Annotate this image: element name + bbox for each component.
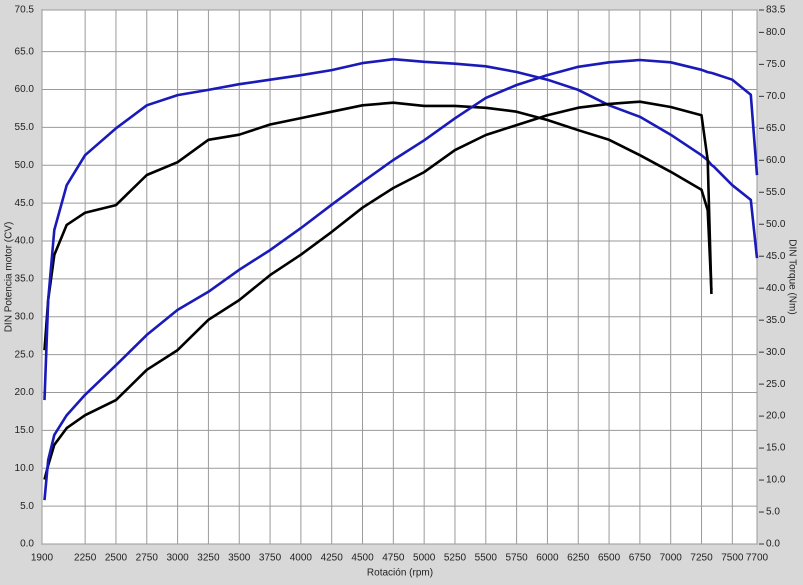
x-tick-label: 3000 — [166, 553, 189, 564]
x-tick-label: 5750 — [505, 553, 528, 564]
y-tick-label: 70.5 — [15, 5, 35, 16]
y2-tick-label: 30.0 — [766, 347, 786, 358]
y-tick-label: 20.0 — [15, 387, 35, 398]
y2-axis-label: DIN Torque (Nm) — [786, 239, 797, 314]
y-tick-label: 10.0 — [15, 463, 35, 474]
x-tick-label: 3750 — [259, 553, 282, 564]
x-tick-label: 7250 — [690, 553, 713, 564]
y-tick-label: 30.0 — [15, 311, 35, 322]
y2-tick-label: 83.5 — [766, 5, 786, 16]
y2-tick-label: 45.0 — [766, 251, 786, 262]
data-line — [43, 58, 759, 501]
y2-tick-label: 10.0 — [766, 475, 786, 486]
x-tick-label: 4500 — [351, 553, 374, 564]
y2-tick-label: 20.0 — [766, 411, 786, 422]
y2-tick-label: 15.0 — [766, 443, 786, 454]
y2-tick-label: 35.0 — [766, 315, 786, 326]
data-line — [43, 100, 713, 480]
x-tick-label: 6500 — [598, 553, 621, 564]
y-axis-label: DIN Potencia motor (CV) — [4, 222, 15, 333]
y2-tick-label: 70.0 — [766, 91, 786, 102]
x-tick-label: 5250 — [444, 553, 467, 564]
x-tick-label: 7500 — [721, 553, 744, 564]
x-tick-label: 3500 — [228, 553, 251, 564]
x-tick-label: 7700 — [746, 553, 769, 564]
plot-area — [41, 9, 758, 545]
data-line — [43, 101, 713, 351]
y2-tick-label: 40.0 — [766, 283, 786, 294]
x-tick-label: 6250 — [567, 553, 590, 564]
x-tick-label: 2750 — [136, 553, 159, 564]
y-tick-label: 25.0 — [15, 349, 35, 360]
y2-tick-label: 50.0 — [766, 219, 786, 230]
y-tick-label: 55.0 — [15, 122, 35, 133]
y-tick-label: 50.0 — [15, 160, 35, 171]
x-tick-label: 2250 — [74, 553, 97, 564]
y2-tick-label: 55.0 — [766, 187, 786, 198]
x-tick-label: 3250 — [197, 553, 220, 564]
x-tick-label: 4000 — [290, 553, 313, 564]
x-tick-label: 5500 — [475, 553, 498, 564]
x-tick-label: 5000 — [413, 553, 436, 564]
y-tick-label: 35.0 — [15, 274, 35, 285]
y2-tick-label: 65.0 — [766, 123, 786, 134]
y-tick-label: 65.0 — [15, 46, 35, 57]
x-axis-label: Rotación (rpm) — [367, 568, 433, 579]
x-tick-label: 6750 — [629, 553, 652, 564]
x-tick-label: 7000 — [660, 553, 683, 564]
y2-tick-label: 0.0 — [766, 539, 780, 550]
y-tick-label: 5.0 — [20, 501, 34, 512]
y2-tick-label: 80.0 — [766, 27, 786, 38]
x-tick-label: 2500 — [105, 553, 128, 564]
y-tick-label: 15.0 — [15, 425, 35, 436]
y-tick-label: 0.0 — [20, 539, 34, 550]
y2-tick-label: 25.0 — [766, 379, 786, 390]
x-tick-label: 1900 — [31, 553, 54, 564]
y2-tick-label: 75.0 — [766, 59, 786, 70]
y-tick-label: 40.0 — [15, 236, 35, 247]
y-tick-label: 45.0 — [15, 198, 35, 209]
x-tick-label: 6000 — [536, 553, 559, 564]
y-tick-label: 60.0 — [15, 84, 35, 95]
x-tick-label: 4250 — [321, 553, 344, 564]
y2-tick-label: 5.0 — [766, 507, 780, 518]
y2-tick-label: 60.0 — [766, 155, 786, 166]
x-tick-label: 4750 — [382, 553, 405, 564]
